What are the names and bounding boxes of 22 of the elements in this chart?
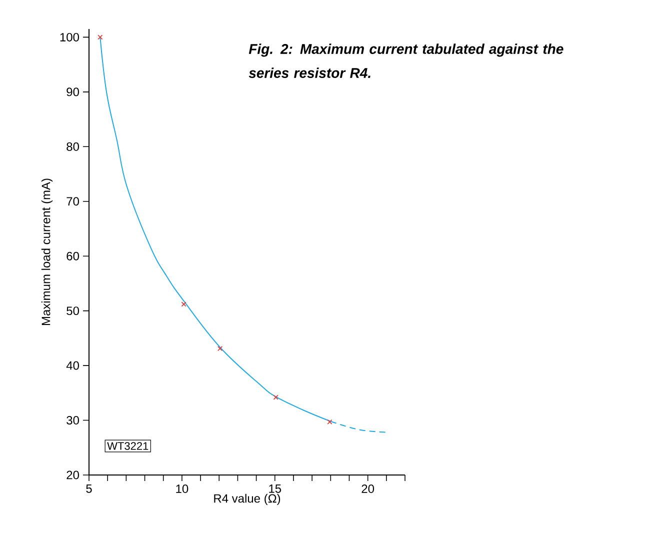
- y-tick-label: 50: [66, 306, 80, 316]
- y-tick-label: 90: [66, 88, 80, 96]
- point: [217, 346, 223, 352]
- point: [181, 302, 186, 307]
- point: [273, 394, 278, 400]
- y-tick-label: 40: [66, 361, 80, 370]
- y-tick-label: 30: [66, 416, 80, 425]
- point: [98, 34, 103, 40]
- y-tick-label: 20: [66, 470, 80, 480]
- point: [327, 419, 332, 424]
- x-tick-label: 15: [269, 484, 282, 493]
- y-tick-label: 80: [66, 142, 80, 151]
- y-tick-label: 70: [66, 197, 80, 206]
- x-tick-label: 10: [176, 484, 188, 494]
- x-axis-title: R4 value (Ω): [214, 494, 280, 506]
- annotation: WT3221: [107, 442, 148, 450]
- x-tick-label: 20: [362, 484, 374, 494]
- y-tick-label: 60: [66, 252, 80, 260]
- text: Fig. 2: Maximum current tabulated against the series resistor R4.: [248, 44, 564, 78]
- y-axis-title: Maximum load current (mA): [41, 178, 53, 326]
- x-tick-label: 5: [86, 484, 92, 493]
- y-tick-label: 100: [60, 32, 80, 42]
